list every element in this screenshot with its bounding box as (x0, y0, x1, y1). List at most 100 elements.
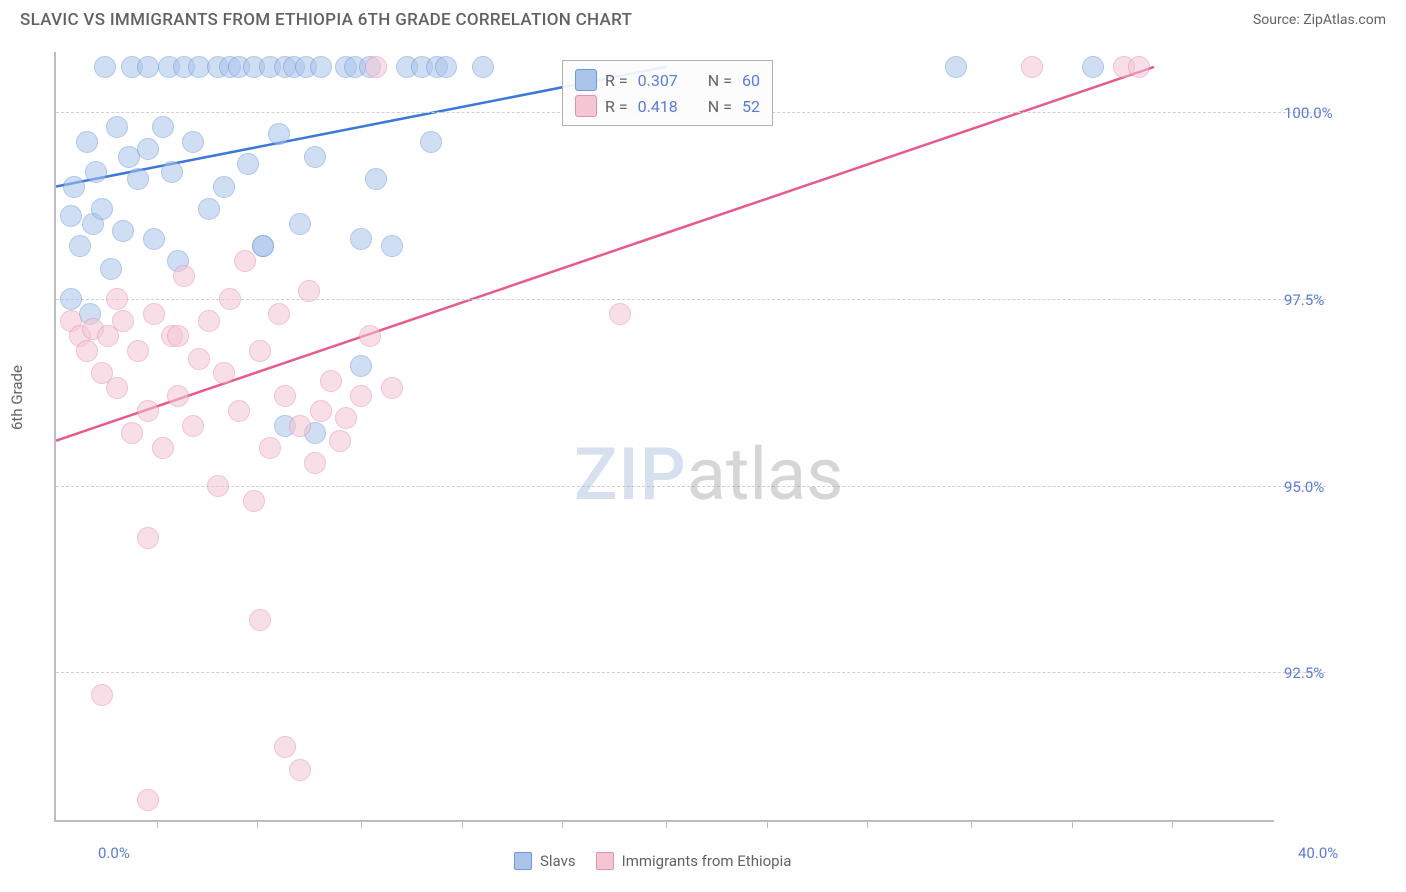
n-label: N = (708, 97, 732, 116)
y-tick-label: 100.0% (1284, 104, 1333, 122)
data-point (298, 280, 320, 302)
data-point (945, 56, 967, 78)
data-point (213, 362, 235, 384)
data-point (152, 437, 174, 459)
data-point (268, 303, 290, 325)
data-point (310, 56, 332, 78)
data-point (213, 176, 235, 198)
data-point (182, 131, 204, 153)
data-point (1128, 56, 1150, 78)
data-point (121, 422, 143, 444)
data-point (112, 220, 134, 242)
data-point (274, 736, 296, 758)
data-point (289, 415, 311, 437)
data-point (237, 153, 259, 175)
data-point (143, 303, 165, 325)
data-point (381, 377, 403, 399)
data-point (381, 235, 403, 257)
data-point (304, 146, 326, 168)
legend-label: Immigrants from Ethiopia (622, 852, 792, 870)
chart-title: SLAVIC VS IMMIGRANTS FROM ETHIOPIA 6TH G… (20, 10, 632, 30)
data-point (228, 400, 250, 422)
legend-swatch (575, 95, 597, 117)
stats-legend-row: R = 0.418 N = 52 (575, 93, 760, 119)
y-tick-label: 97.5% (1284, 291, 1324, 309)
data-point (289, 213, 311, 235)
data-point (350, 385, 372, 407)
data-point (310, 400, 332, 422)
r-label: R = (605, 97, 628, 116)
data-point (268, 123, 290, 145)
x-tick (361, 820, 362, 828)
data-point (91, 198, 113, 220)
data-point (350, 355, 372, 377)
r-label: R = (605, 71, 628, 90)
data-point (127, 340, 149, 362)
data-point (137, 138, 159, 160)
data-point (1021, 56, 1043, 78)
series-legend-item: Slavs (514, 852, 576, 870)
plot-area (54, 52, 1274, 822)
header: SLAVIC VS IMMIGRANTS FROM ETHIOPIA 6TH G… (0, 0, 1406, 38)
data-point (420, 131, 442, 153)
y-tick-label: 92.5% (1284, 664, 1324, 682)
data-point (252, 235, 274, 257)
stats-legend-box: R =0.307N =60R =0.418N =52 (562, 60, 773, 126)
data-point (100, 258, 122, 280)
x-tick (666, 820, 667, 828)
data-point (91, 684, 113, 706)
data-point (329, 430, 351, 452)
data-point (198, 310, 220, 332)
data-point (94, 56, 116, 78)
data-point (472, 56, 494, 78)
data-point (274, 385, 296, 407)
data-point (182, 415, 204, 437)
x-tick (157, 820, 158, 828)
x-tick (562, 820, 563, 828)
data-point (198, 198, 220, 220)
legend-swatch (575, 69, 597, 91)
data-point (60, 288, 82, 310)
x-tick (867, 820, 868, 828)
x-tick-label: 0.0% (98, 844, 130, 862)
gridline (56, 299, 1326, 300)
series-legend-item: Immigrants from Ethiopia (596, 852, 792, 870)
data-point (167, 325, 189, 347)
data-point (76, 131, 98, 153)
data-point (60, 205, 82, 227)
data-point (106, 377, 128, 399)
data-point (173, 265, 195, 287)
gridline (56, 672, 1326, 673)
data-point (289, 759, 311, 781)
data-point (112, 310, 134, 332)
data-point (350, 228, 372, 250)
data-point (365, 56, 387, 78)
legend-swatch (514, 852, 532, 870)
data-point (76, 340, 98, 362)
r-value: 0.418 (638, 97, 678, 116)
data-point (137, 56, 159, 78)
data-point (152, 116, 174, 138)
data-point (243, 490, 265, 512)
data-point (106, 116, 128, 138)
data-point (188, 348, 210, 370)
data-point (137, 400, 159, 422)
data-point (167, 385, 189, 407)
x-tick (767, 820, 768, 828)
data-point (359, 325, 381, 347)
n-value: 52 (742, 97, 760, 116)
data-point (219, 288, 241, 310)
n-value: 60 (742, 71, 760, 90)
series-legend: Slavs Immigrants from Ethiopia (514, 852, 791, 870)
legend-label: Slavs (540, 852, 576, 870)
data-point (365, 168, 387, 190)
stats-legend-row: R =0.307N =60 (575, 67, 760, 93)
data-point (161, 161, 183, 183)
data-point (137, 527, 159, 549)
x-tick (462, 820, 463, 828)
y-tick-label: 95.0% (1284, 478, 1324, 496)
x-tick-label: 40.0% (1298, 844, 1338, 862)
data-point (85, 161, 107, 183)
data-point (143, 228, 165, 250)
data-point (249, 340, 271, 362)
